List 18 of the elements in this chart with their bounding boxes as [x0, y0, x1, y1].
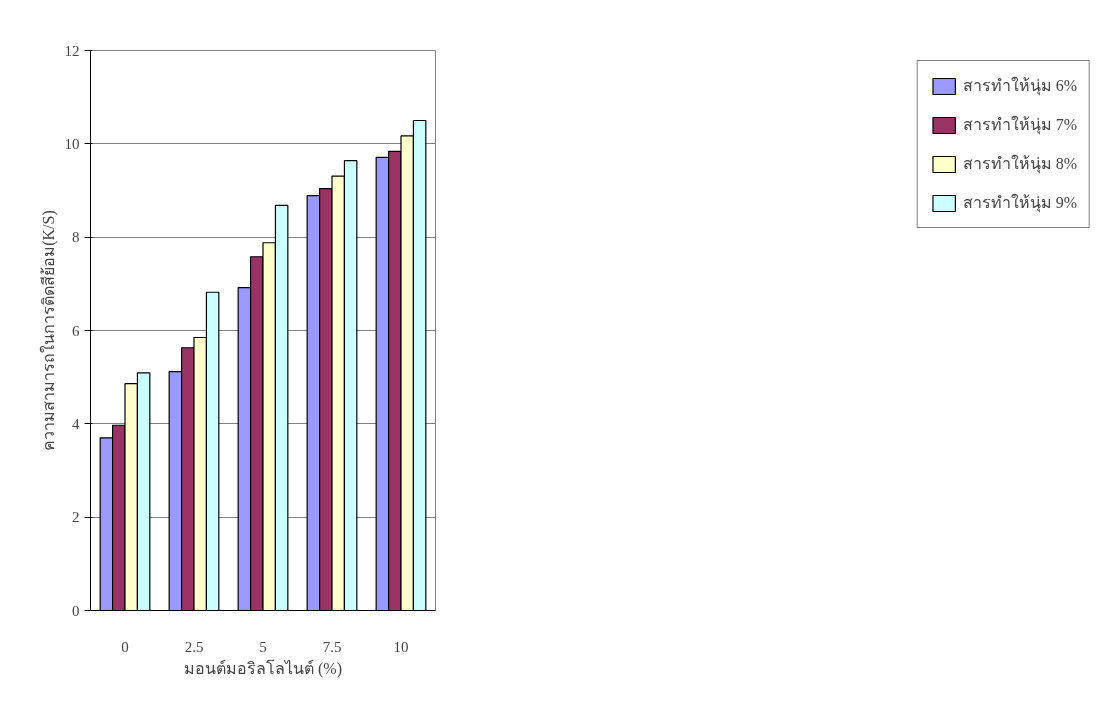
- legend-label: สารทำให้นุ่ม 9%: [962, 192, 1077, 215]
- x-axis-title: มอนต์มอริลโลไนต์ (%): [184, 658, 342, 678]
- y-tick-label: 12: [64, 42, 80, 59]
- x-tick-label: 5: [259, 638, 267, 655]
- y-tick-label: 4: [72, 415, 80, 432]
- legend-label: สารทำให้นุ่ม 7%: [962, 114, 1077, 137]
- y-axis-title: ความสามารถในการติดสีย้อม(K/S): [38, 210, 58, 451]
- y-tick-label: 0: [72, 602, 80, 619]
- legend-label: สารทำให้นุ่ม 6%: [962, 75, 1077, 98]
- x-tick-label: 2.5: [184, 638, 204, 655]
- y-tick-label: 2: [72, 509, 80, 526]
- y-tick-label: 6: [72, 322, 80, 339]
- y-tick-label: 8: [72, 229, 80, 246]
- legend-label: สารทำให้นุ่ม 8%: [962, 153, 1077, 176]
- x-tick-label: 0: [121, 638, 129, 655]
- x-tick-label: 7.5: [322, 638, 342, 655]
- y-tick-label: 10: [64, 135, 80, 152]
- x-tick-label: 10: [393, 638, 409, 655]
